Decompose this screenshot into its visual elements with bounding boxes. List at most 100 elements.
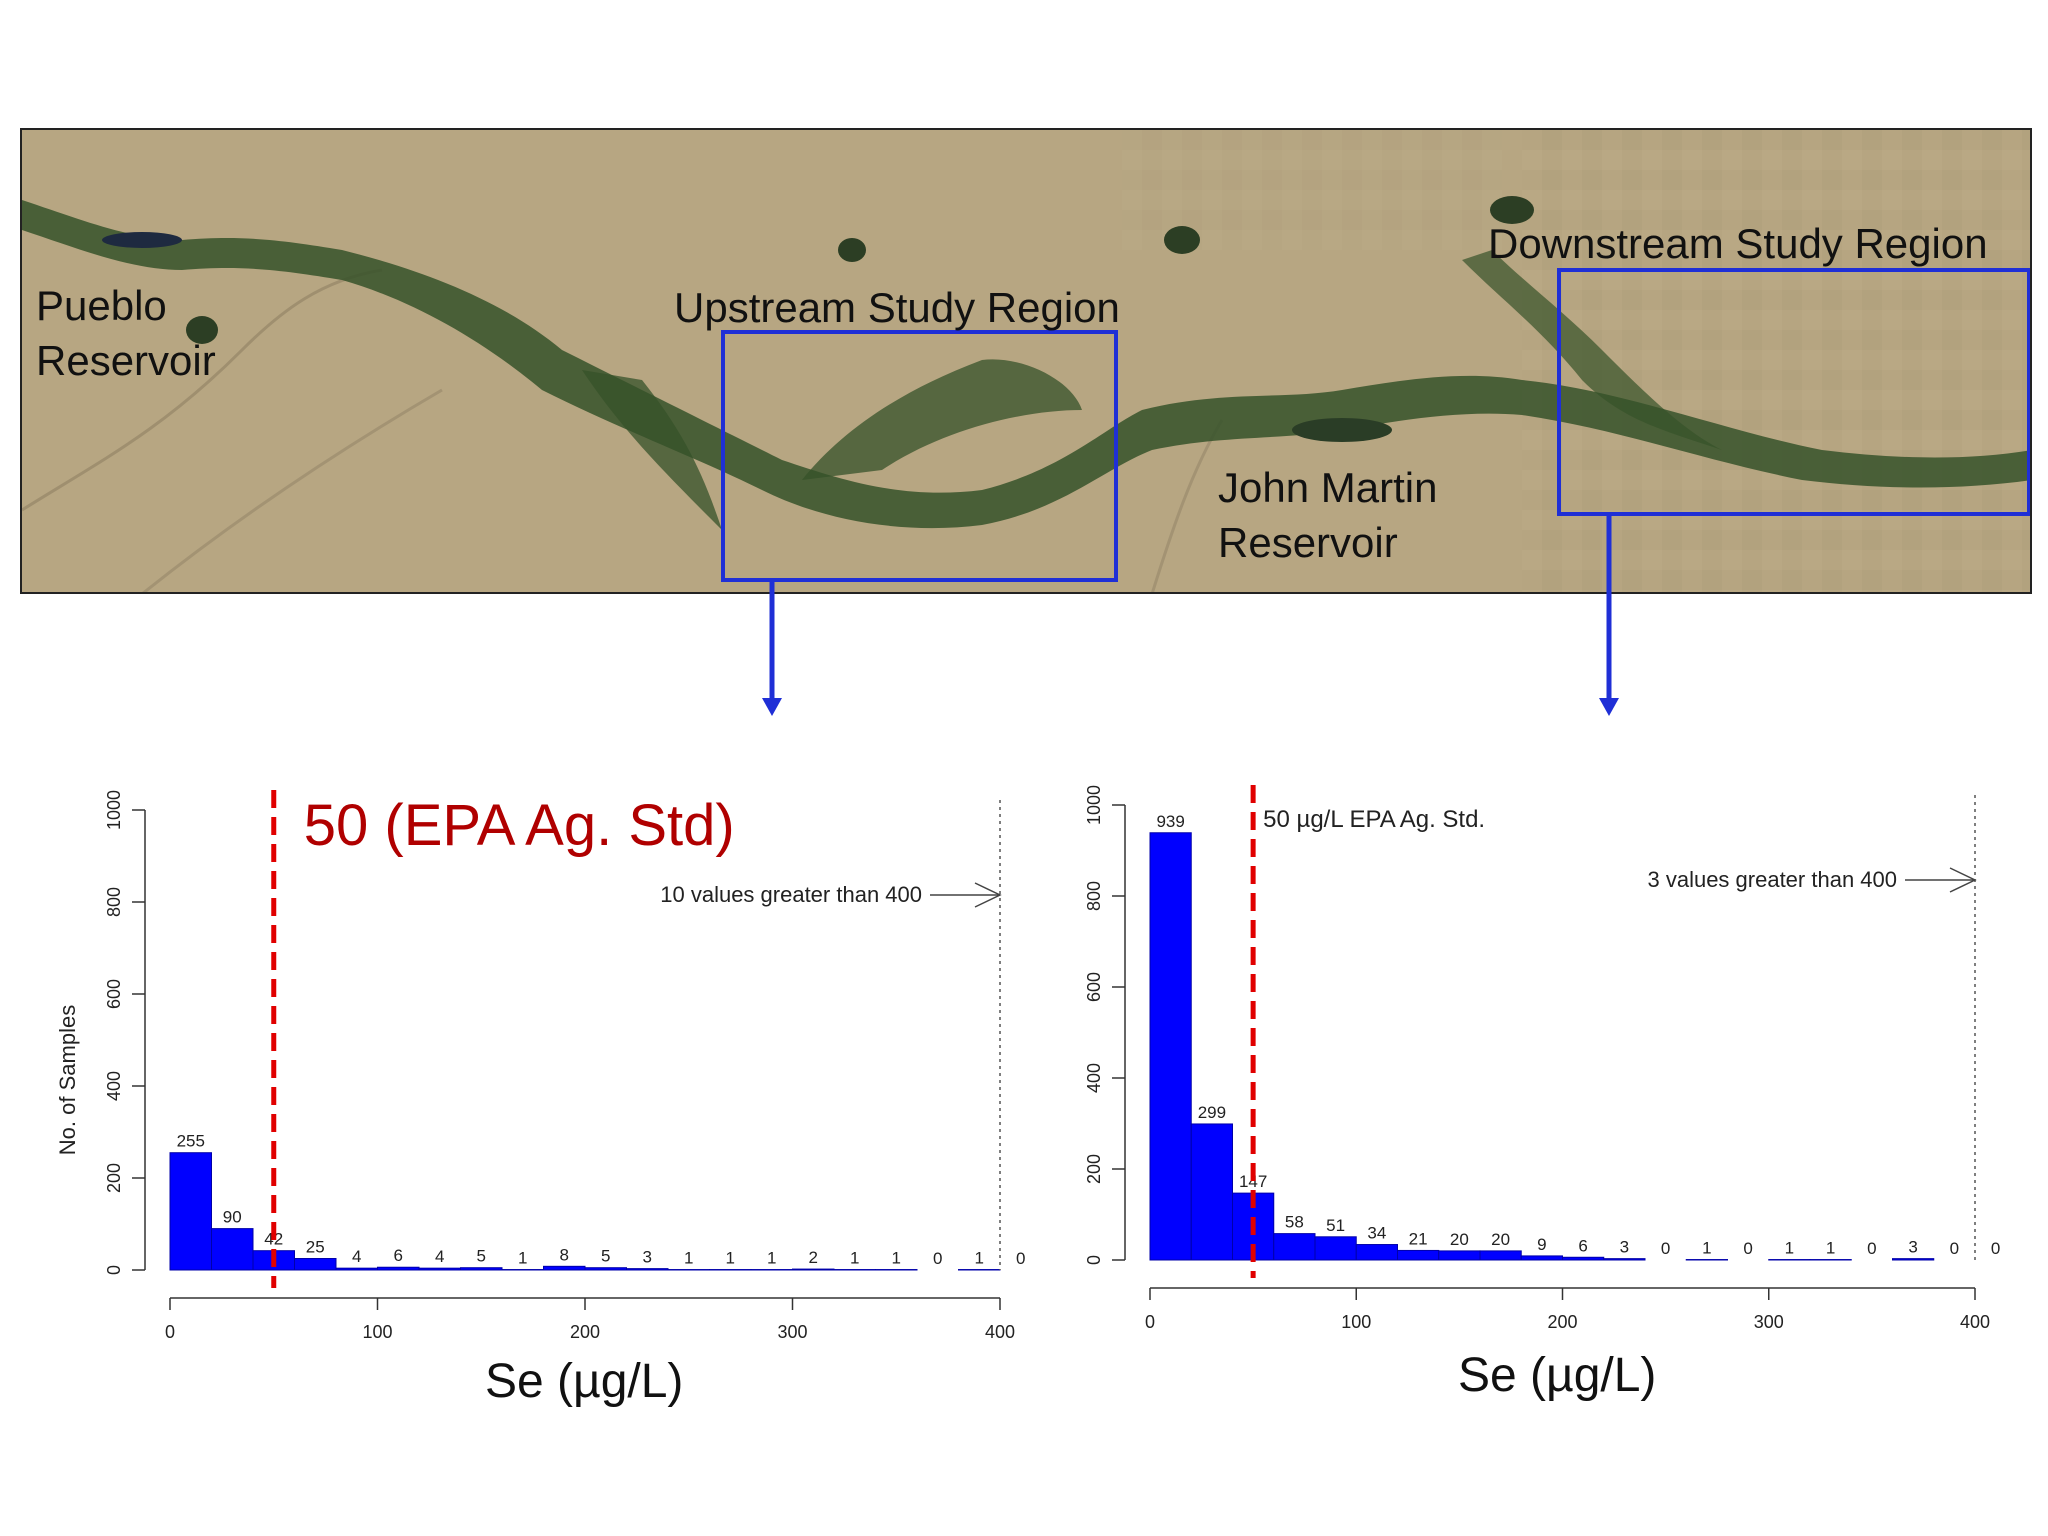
epa-threshold-label: 50 µg/L EPA Ag. Std. xyxy=(1263,806,1485,833)
bar-count-label: 25 xyxy=(306,1238,325,1257)
satellite-map: Pueblo Reservoir Upstream Study Region Do… xyxy=(20,128,2032,594)
x-tick-label: 300 xyxy=(1754,1312,1784,1332)
y-tick-label: 0 xyxy=(1084,1255,1104,1265)
bar-count-label: 5 xyxy=(601,1247,610,1266)
upstream-x-caption: Se (µg/L) xyxy=(485,1355,684,1408)
bar-count-label: 1 xyxy=(684,1249,693,1268)
bar-count-label: 0 xyxy=(1743,1239,1752,1258)
bar-count-label: 58 xyxy=(1285,1213,1304,1232)
map-imagery xyxy=(22,130,2030,592)
bar-count-label: 0 xyxy=(1867,1239,1876,1258)
upstream-histogram: 2559042254645185311121101002004006008001… xyxy=(55,790,1025,1342)
bar-count-label: 0 xyxy=(933,1249,942,1268)
x-tick-label: 100 xyxy=(362,1322,392,1342)
histogram-bar xyxy=(1562,1256,1605,1261)
bar-count-label: 1 xyxy=(726,1249,735,1268)
epa-threshold-label: 50 (EPA Ag. Std) xyxy=(304,793,735,858)
downstream-x-caption: Se (µg/L) xyxy=(1458,1349,1657,1402)
histogram-bar xyxy=(1438,1250,1481,1261)
y-tick-label: 400 xyxy=(104,1071,124,1101)
y-tick-label: 600 xyxy=(1084,972,1104,1002)
histogram-bar xyxy=(1273,1233,1316,1261)
bar-count-label: 4 xyxy=(352,1247,361,1266)
histogram-bar xyxy=(460,1267,503,1271)
bar-count-label: 1 xyxy=(850,1249,859,1268)
histogram-bar xyxy=(335,1267,378,1271)
y-tick-label: 0 xyxy=(104,1265,124,1275)
histogram-bar xyxy=(211,1228,254,1271)
bar-count-label: 0 xyxy=(1016,1249,1025,1268)
bar-count-label: 21 xyxy=(1409,1229,1428,1248)
y-tick-label: 800 xyxy=(104,887,124,917)
y-tick-label: 800 xyxy=(1084,881,1104,911)
x-tick-label: 200 xyxy=(570,1322,600,1342)
histogram-bar xyxy=(1149,832,1192,1261)
overflow-note: 3 values greater than 400 xyxy=(1647,867,1897,892)
downstream-region-label: Downstream Study Region xyxy=(1488,220,1988,267)
x-tick-label: 400 xyxy=(985,1322,1015,1342)
y-tick-label: 400 xyxy=(1084,1063,1104,1093)
bar-count-label: 6 xyxy=(1578,1236,1587,1255)
y-tick-label: 200 xyxy=(104,1163,124,1193)
histogram-bar xyxy=(1355,1244,1398,1261)
histogram-bar xyxy=(1479,1250,1522,1261)
bar-count-label: 20 xyxy=(1491,1230,1510,1249)
bar-count-label: 3 xyxy=(1908,1238,1917,1257)
bar-count-label: 3 xyxy=(1620,1238,1629,1257)
bar-count-label: 9 xyxy=(1537,1235,1546,1254)
bar-count-label: 0 xyxy=(1991,1239,2000,1258)
bar-count-label: 1 xyxy=(518,1249,527,1268)
y-tick-label: 200 xyxy=(1084,1154,1104,1184)
x-tick-label: 200 xyxy=(1547,1312,1577,1332)
bar-count-label: 147 xyxy=(1239,1172,1267,1191)
histogram-bar xyxy=(1190,1123,1233,1261)
bar-count-label: 255 xyxy=(177,1132,205,1151)
histogram-bar xyxy=(1603,1258,1646,1261)
bar-count-label: 3 xyxy=(643,1248,652,1267)
bar-count-label: 1 xyxy=(892,1249,901,1268)
pueblo-reservoir-label: Pueblo Reservoir xyxy=(36,282,216,384)
bar-count-label: 1 xyxy=(1785,1239,1794,1258)
bar-count-label: 1 xyxy=(1702,1239,1711,1258)
bar-count-label: 20 xyxy=(1450,1230,1469,1249)
bar-count-label: 90 xyxy=(223,1208,242,1227)
bar-count-label: 51 xyxy=(1326,1216,1345,1235)
x-tick-label: 0 xyxy=(1145,1312,1155,1332)
overflow-note: 10 values greater than 400 xyxy=(660,882,922,907)
histogram-bar xyxy=(1397,1249,1440,1261)
y-tick-label: 1000 xyxy=(1084,785,1104,825)
bar-count-label: 299 xyxy=(1198,1103,1226,1122)
y-axis-label: No. of Samples xyxy=(55,1005,80,1155)
upstream-region-box xyxy=(721,330,1118,582)
histogram-bar xyxy=(169,1152,212,1271)
bar-count-label: 4 xyxy=(435,1247,444,1266)
histogram-bar xyxy=(377,1266,420,1271)
bar-count-label: 2 xyxy=(809,1248,818,1267)
histogram-bar xyxy=(1892,1258,1935,1261)
bar-count-label: 5 xyxy=(477,1247,486,1266)
john-martin-reservoir-label: John Martin Reservoir xyxy=(1218,464,1438,566)
histogram-bar xyxy=(584,1267,627,1271)
bar-count-label: 1 xyxy=(975,1249,984,1268)
bar-count-label: 1 xyxy=(767,1249,776,1268)
bar-count-label: 0 xyxy=(1661,1239,1670,1258)
upstream-region-label: Upstream Study Region xyxy=(674,284,1120,331)
region-pointer-arrows xyxy=(762,516,1619,716)
histogram-bar xyxy=(626,1268,669,1271)
x-tick-label: 100 xyxy=(1341,1312,1371,1332)
y-tick-label: 1000 xyxy=(104,790,124,830)
x-tick-label: 0 xyxy=(165,1322,175,1342)
bar-count-label: 0 xyxy=(1950,1239,1959,1258)
bar-count-label: 939 xyxy=(1156,812,1184,831)
histogram-bar xyxy=(543,1265,586,1271)
bar-count-label: 6 xyxy=(394,1246,403,1265)
histogram-bar xyxy=(792,1268,835,1271)
histogram-bar xyxy=(1520,1255,1563,1261)
x-tick-label: 300 xyxy=(777,1322,807,1342)
histogram-bar xyxy=(294,1258,337,1271)
x-tick-label: 400 xyxy=(1960,1312,1990,1332)
downstream-region-box xyxy=(1557,268,2030,516)
overflow-arrow-head xyxy=(974,882,1002,908)
bar-count-label: 8 xyxy=(560,1245,569,1264)
